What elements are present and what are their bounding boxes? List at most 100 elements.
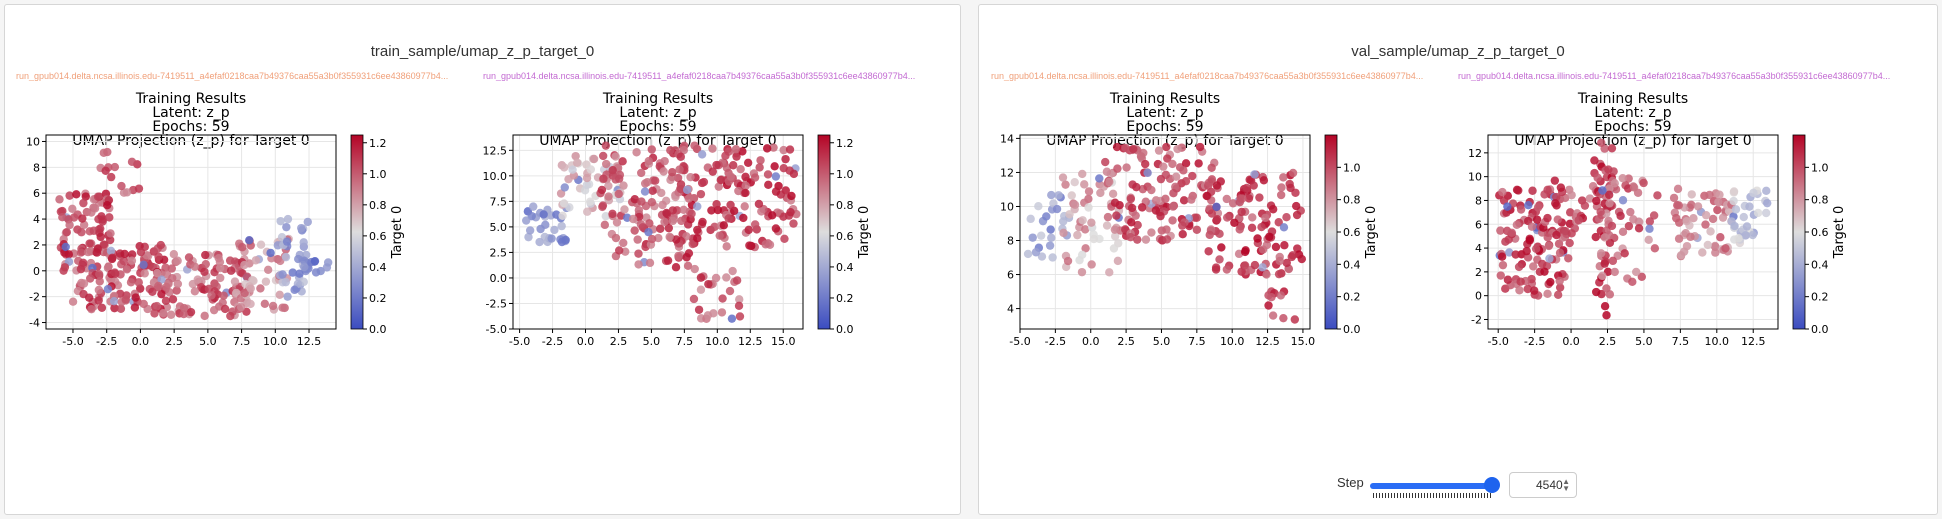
data-point [1061, 180, 1070, 189]
data-point [1207, 209, 1217, 218]
run-label[interactable]: run_gpub014.delta.ncsa.illinois.edu-7419… [991, 71, 1424, 81]
data-point [99, 148, 108, 158]
data-point [1244, 194, 1254, 203]
data-point [1274, 269, 1284, 279]
data-point [525, 226, 535, 235]
data-point [771, 224, 781, 233]
data-point [1110, 198, 1120, 207]
data-point [722, 242, 731, 251]
data-point [1249, 181, 1258, 190]
y-tick-label: 0 [33, 265, 40, 278]
data-point [1507, 228, 1517, 238]
data-point [1277, 183, 1286, 192]
colorbar-tick-label: 0.4 [1811, 258, 1829, 271]
data-point [558, 211, 567, 220]
data-point [1610, 179, 1619, 188]
data-point [521, 216, 531, 225]
data-point [598, 151, 608, 161]
data-point [714, 182, 723, 191]
data-point [1096, 188, 1105, 198]
data-point [1276, 291, 1286, 300]
data-point [582, 180, 592, 190]
data-point [1742, 222, 1752, 231]
x-tick-label: 12.5 [1255, 335, 1280, 348]
step-slider[interactable] [1370, 483, 1492, 489]
step-input[interactable]: 4540 ▲ ▼ [1509, 472, 1577, 498]
chart-title-line: Training Results [135, 91, 246, 107]
data-point [698, 217, 707, 227]
data-point [1591, 287, 1601, 297]
y-tick-label: -2 [1471, 313, 1482, 326]
data-point [1129, 144, 1138, 154]
data-point [1026, 214, 1035, 224]
data-point [169, 250, 179, 259]
data-point [1555, 283, 1565, 292]
data-point [101, 166, 110, 176]
data-point [1141, 235, 1151, 244]
data-point [644, 156, 653, 166]
data-point [1607, 144, 1617, 153]
data-point [65, 220, 74, 230]
data-point [283, 292, 292, 301]
data-point [68, 204, 77, 214]
data-point [167, 264, 177, 273]
data-point [719, 221, 729, 230]
chart-title-line: Epochs: 59 [1594, 119, 1671, 135]
data-point [560, 183, 569, 192]
data-point [1671, 213, 1681, 223]
data-point [645, 219, 654, 228]
data-point [1242, 183, 1251, 193]
colorbar [1324, 134, 1338, 330]
data-point [103, 201, 112, 210]
data-point [1605, 199, 1614, 208]
data-point [1248, 213, 1257, 222]
data-point [85, 274, 95, 283]
chart-title-line: UMAP Projection (z_p) for Target 0 [1514, 133, 1751, 149]
data-point [744, 225, 753, 235]
data-point [1602, 311, 1611, 320]
data-point [604, 181, 613, 191]
stepper-arrows-icon[interactable]: ▲ ▼ [1562, 477, 1570, 493]
data-point [1110, 232, 1120, 241]
data-point [1267, 292, 1276, 302]
x-tick-label: 5.0 [199, 335, 217, 348]
data-point [1538, 259, 1547, 269]
run-label[interactable]: run_gpub014.delta.ncsa.illinois.edu-7419… [16, 71, 449, 81]
data-point [1268, 311, 1278, 320]
data-point [643, 177, 652, 187]
x-tick-label: -2.5 [1524, 335, 1545, 348]
data-point [94, 296, 103, 305]
run-label[interactable]: run_gpub014.delta.ncsa.illinois.edu-7419… [483, 71, 916, 81]
data-point [1524, 200, 1533, 210]
x-tick-label: 2.5 [1117, 335, 1135, 348]
data-point [750, 173, 760, 182]
data-point [200, 311, 209, 321]
data-point [1600, 301, 1610, 311]
data-point [1217, 243, 1226, 252]
data-point [1512, 220, 1522, 230]
x-tick-label: 7.5 [1188, 335, 1206, 348]
data-point [637, 168, 646, 178]
data-point [256, 284, 265, 293]
data-point [1608, 256, 1618, 266]
data-point [1629, 215, 1638, 224]
data-point [761, 240, 770, 249]
data-point [173, 279, 183, 289]
data-point [1081, 244, 1090, 253]
data-point [219, 291, 228, 300]
step-slider-thumb[interactable] [1484, 477, 1500, 493]
data-point [1141, 159, 1150, 169]
data-point [1143, 168, 1152, 178]
data-point [1037, 252, 1047, 261]
y-tick-label: 5.0 [490, 221, 508, 234]
data-point [1516, 205, 1526, 214]
chart-title-line: Epochs: 59 [619, 119, 696, 135]
data-point [620, 205, 629, 214]
data-point [647, 198, 657, 207]
run-label[interactable]: run_gpub014.delta.ncsa.illinois.edu-7419… [1458, 71, 1891, 81]
data-point [1567, 190, 1576, 200]
data-point [729, 161, 738, 170]
data-point [1257, 222, 1266, 232]
y-tick-label: -4 [29, 317, 40, 330]
colorbar-tick-label: 1.0 [1811, 161, 1829, 174]
